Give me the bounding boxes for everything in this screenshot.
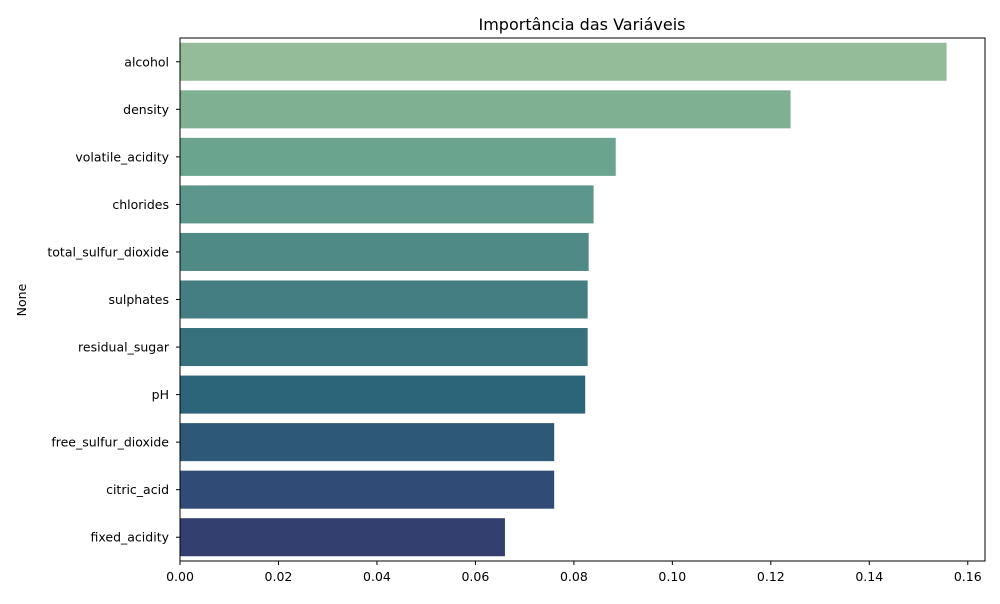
x-tick-label: 0.04 — [363, 569, 391, 584]
y-tick-label: residual_sugar — [78, 340, 170, 355]
y-axis-label: None — [14, 283, 29, 316]
bar-alcohol — [180, 42, 947, 81]
x-tick-label: 0.06 — [461, 569, 489, 584]
bar-total_sulfur_dioxide — [180, 232, 589, 271]
y-tick-label: fixed_acidity — [91, 530, 170, 545]
bar-free_sulfur_dioxide — [180, 423, 555, 462]
y-tick-label: chlorides — [112, 197, 169, 212]
bar-pH — [180, 375, 586, 414]
plot-frame — [179, 37, 986, 562]
y-tick-label: sulphates — [108, 292, 169, 307]
y-tick-label: density — [123, 102, 169, 117]
x-tick-label: 0.08 — [560, 569, 588, 584]
bar-residual_sugar — [180, 328, 588, 367]
x-tick-label: 0.14 — [855, 569, 883, 584]
y-tick-label: total_sulfur_dioxide — [47, 244, 169, 259]
y-tick-label: citric_acid — [106, 482, 169, 497]
bar-fixed_acidity — [180, 518, 505, 557]
x-tick-label: 0.12 — [757, 569, 785, 584]
bar-volatile_acidity — [180, 137, 616, 176]
x-axis-ticks: 0.00 0.02 0.04 0.06 0.08 0.10 0.12 0.14 0.16 — [166, 561, 982, 584]
bars-layer — [180, 42, 947, 557]
y-tick-label: alcohol — [124, 54, 169, 69]
bar-density — [180, 90, 791, 129]
y-tick-label: volatile_acidity — [75, 149, 169, 164]
bar-sulphates — [180, 280, 588, 319]
x-tick-label: 0.10 — [658, 569, 686, 584]
x-tick-label: 0.16 — [954, 569, 982, 584]
chart-title: Importância das Variáveis — [479, 15, 686, 34]
x-tick-label: 0.02 — [265, 569, 293, 584]
x-tick-label: 0.00 — [166, 569, 194, 584]
y-tick-label: pH — [152, 387, 169, 402]
y-tick-label: free_sulfur_dioxide — [51, 435, 169, 450]
bar-citric_acid — [180, 470, 555, 509]
bar-chlorides — [180, 185, 594, 224]
y-axis-ticks: alcohol density volatile_acidity chlorides t… — [47, 54, 180, 545]
